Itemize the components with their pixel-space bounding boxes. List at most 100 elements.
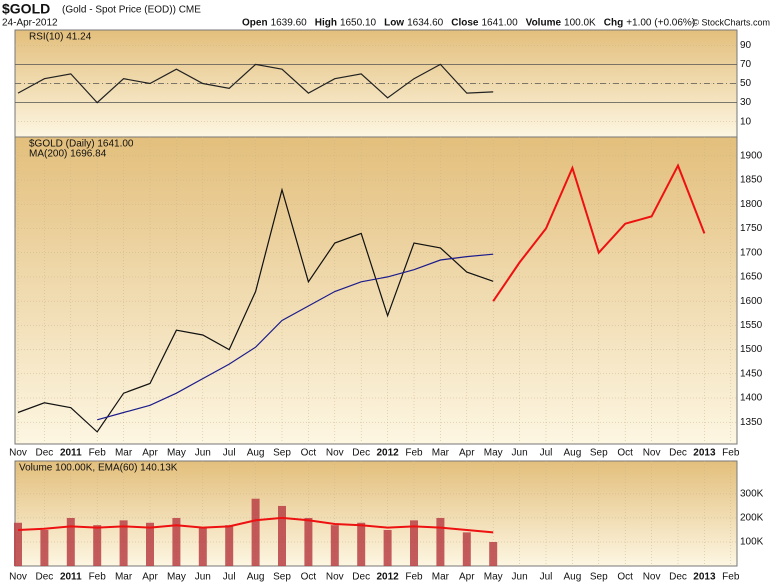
x-tick-label: Oct <box>301 572 317 583</box>
legend-entry: MA(200) 1696.84 <box>29 149 107 160</box>
x-tick-label: May <box>484 572 503 583</box>
quote-label: Close <box>451 18 479 29</box>
y-tick-label: 70 <box>740 59 752 70</box>
x-tick-label: Mar <box>432 572 450 583</box>
x-tick-label: Nov <box>643 448 661 459</box>
x-tick-label: Sep <box>273 448 291 459</box>
y-tick-label: 1600 <box>740 296 763 307</box>
quote-label: Volume <box>526 18 562 29</box>
quote-value: 1650.10 <box>340 18 377 29</box>
x-tick-label: Apr <box>459 448 475 459</box>
series-line <box>492 163 706 302</box>
y-tick-label: 1800 <box>740 199 763 210</box>
quote-value: 1639.60 <box>271 18 308 29</box>
volume-bar <box>225 525 234 566</box>
x-tick-label: Jul <box>223 572 236 583</box>
x-tick-label: Aug <box>564 448 582 459</box>
x-tick-label: Mar <box>115 572 133 583</box>
x-tick-label: Feb <box>89 572 107 583</box>
y-tick-label: 1650 <box>740 272 763 283</box>
x-tick-label: Nov <box>643 572 661 583</box>
volume-bar <box>172 517 181 566</box>
volume-bar <box>278 505 286 566</box>
x-tick-label: Aug <box>247 448 265 459</box>
x-tick-label: Sep <box>590 448 608 459</box>
x-tick-label: Feb <box>722 448 740 459</box>
x-tick-label: Dec <box>352 572 370 583</box>
x-tick-label: Nov <box>326 572 344 583</box>
x-tick-label: Feb <box>722 572 740 583</box>
credit: © StockCharts.com <box>692 17 770 27</box>
description: (Gold - Spot Price (EOD)) CME <box>62 5 201 16</box>
quote-label: Chg <box>604 18 623 29</box>
x-tick-label: Feb <box>405 448 423 459</box>
x-tick-label: 2012 <box>376 572 399 583</box>
volume-bar <box>119 520 128 566</box>
quote-value: 1641.00 <box>481 18 518 29</box>
volume-bar <box>383 529 392 566</box>
x-tick-label: Nov <box>326 448 344 459</box>
x-tick-label: Dec <box>352 448 370 459</box>
y-tick-label: 300K <box>740 489 764 500</box>
volume-bar <box>93 525 102 566</box>
volume-bar <box>410 520 418 566</box>
y-tick-label: 100K <box>740 537 764 548</box>
volume-bar <box>251 498 260 566</box>
y-tick-label: 200K <box>740 513 764 524</box>
panel-title: Volume 100.00K, EMA(60) 140.13K <box>19 463 178 474</box>
volume-bar <box>304 517 313 566</box>
x-tick-label: Jul <box>540 448 553 459</box>
x-tick-label: 2013 <box>693 572 716 583</box>
x-tick-label: Jun <box>512 448 528 459</box>
x-tick-label: Mar <box>432 448 450 459</box>
x-tick-label: May <box>167 572 186 583</box>
y-tick-label: 1750 <box>740 223 763 234</box>
volume-bar <box>14 522 22 566</box>
volume-bar <box>146 522 154 566</box>
x-tick-label: 2011 <box>60 448 82 459</box>
y-tick-label: 30 <box>740 97 752 108</box>
y-tick-label: 50 <box>740 78 752 89</box>
x-tick-label: 2011 <box>60 572 82 583</box>
y-tick-label: 1450 <box>740 368 763 379</box>
volume-bar <box>357 522 366 566</box>
quote-value: +1.00 (+0.06%) <box>626 18 695 29</box>
series-line <box>17 187 494 433</box>
legend-entry: RSI(10) 41.24 <box>29 32 92 43</box>
x-tick-label: Feb <box>89 448 107 459</box>
x-tick-label: Aug <box>564 572 582 583</box>
y-tick-label: 1550 <box>740 320 763 331</box>
panel-background <box>14 136 738 445</box>
y-tick-label: 1700 <box>740 247 763 258</box>
x-tick-label: Apr <box>142 572 158 583</box>
x-tick-label: Jul <box>540 572 553 583</box>
x-tick-label: Nov <box>9 448 27 459</box>
volume-bar <box>198 527 207 566</box>
x-tick-label: Apr <box>459 572 475 583</box>
y-tick-label: 1900 <box>740 151 763 162</box>
quote-label: Open <box>242 18 268 29</box>
x-tick-label: Dec <box>669 448 687 459</box>
x-tick-label: May <box>484 448 503 459</box>
x-tick-label: Apr <box>142 448 158 459</box>
series-line <box>97 253 494 421</box>
volume-bar <box>330 525 339 566</box>
x-tick-label: Dec <box>36 448 54 459</box>
panel-background <box>14 460 738 567</box>
x-tick-label: Jul <box>223 448 236 459</box>
volume-bar <box>40 529 49 566</box>
x-tick-label: Aug <box>247 572 265 583</box>
x-tick-label: Jun <box>195 448 211 459</box>
date: 24-Apr-2012 <box>2 18 58 29</box>
x-tick-label: May <box>167 448 186 459</box>
series-line <box>17 63 494 104</box>
x-tick-label: Jun <box>512 572 528 583</box>
y-tick-label: 10 <box>740 116 752 127</box>
x-tick-label: 2013 <box>693 448 716 459</box>
volume-bar <box>436 517 445 566</box>
quote-label: Low <box>384 18 404 29</box>
quote-value: 1634.60 <box>407 18 444 29</box>
volume-bar <box>66 517 75 566</box>
quote-value: 100.0K <box>564 18 596 29</box>
